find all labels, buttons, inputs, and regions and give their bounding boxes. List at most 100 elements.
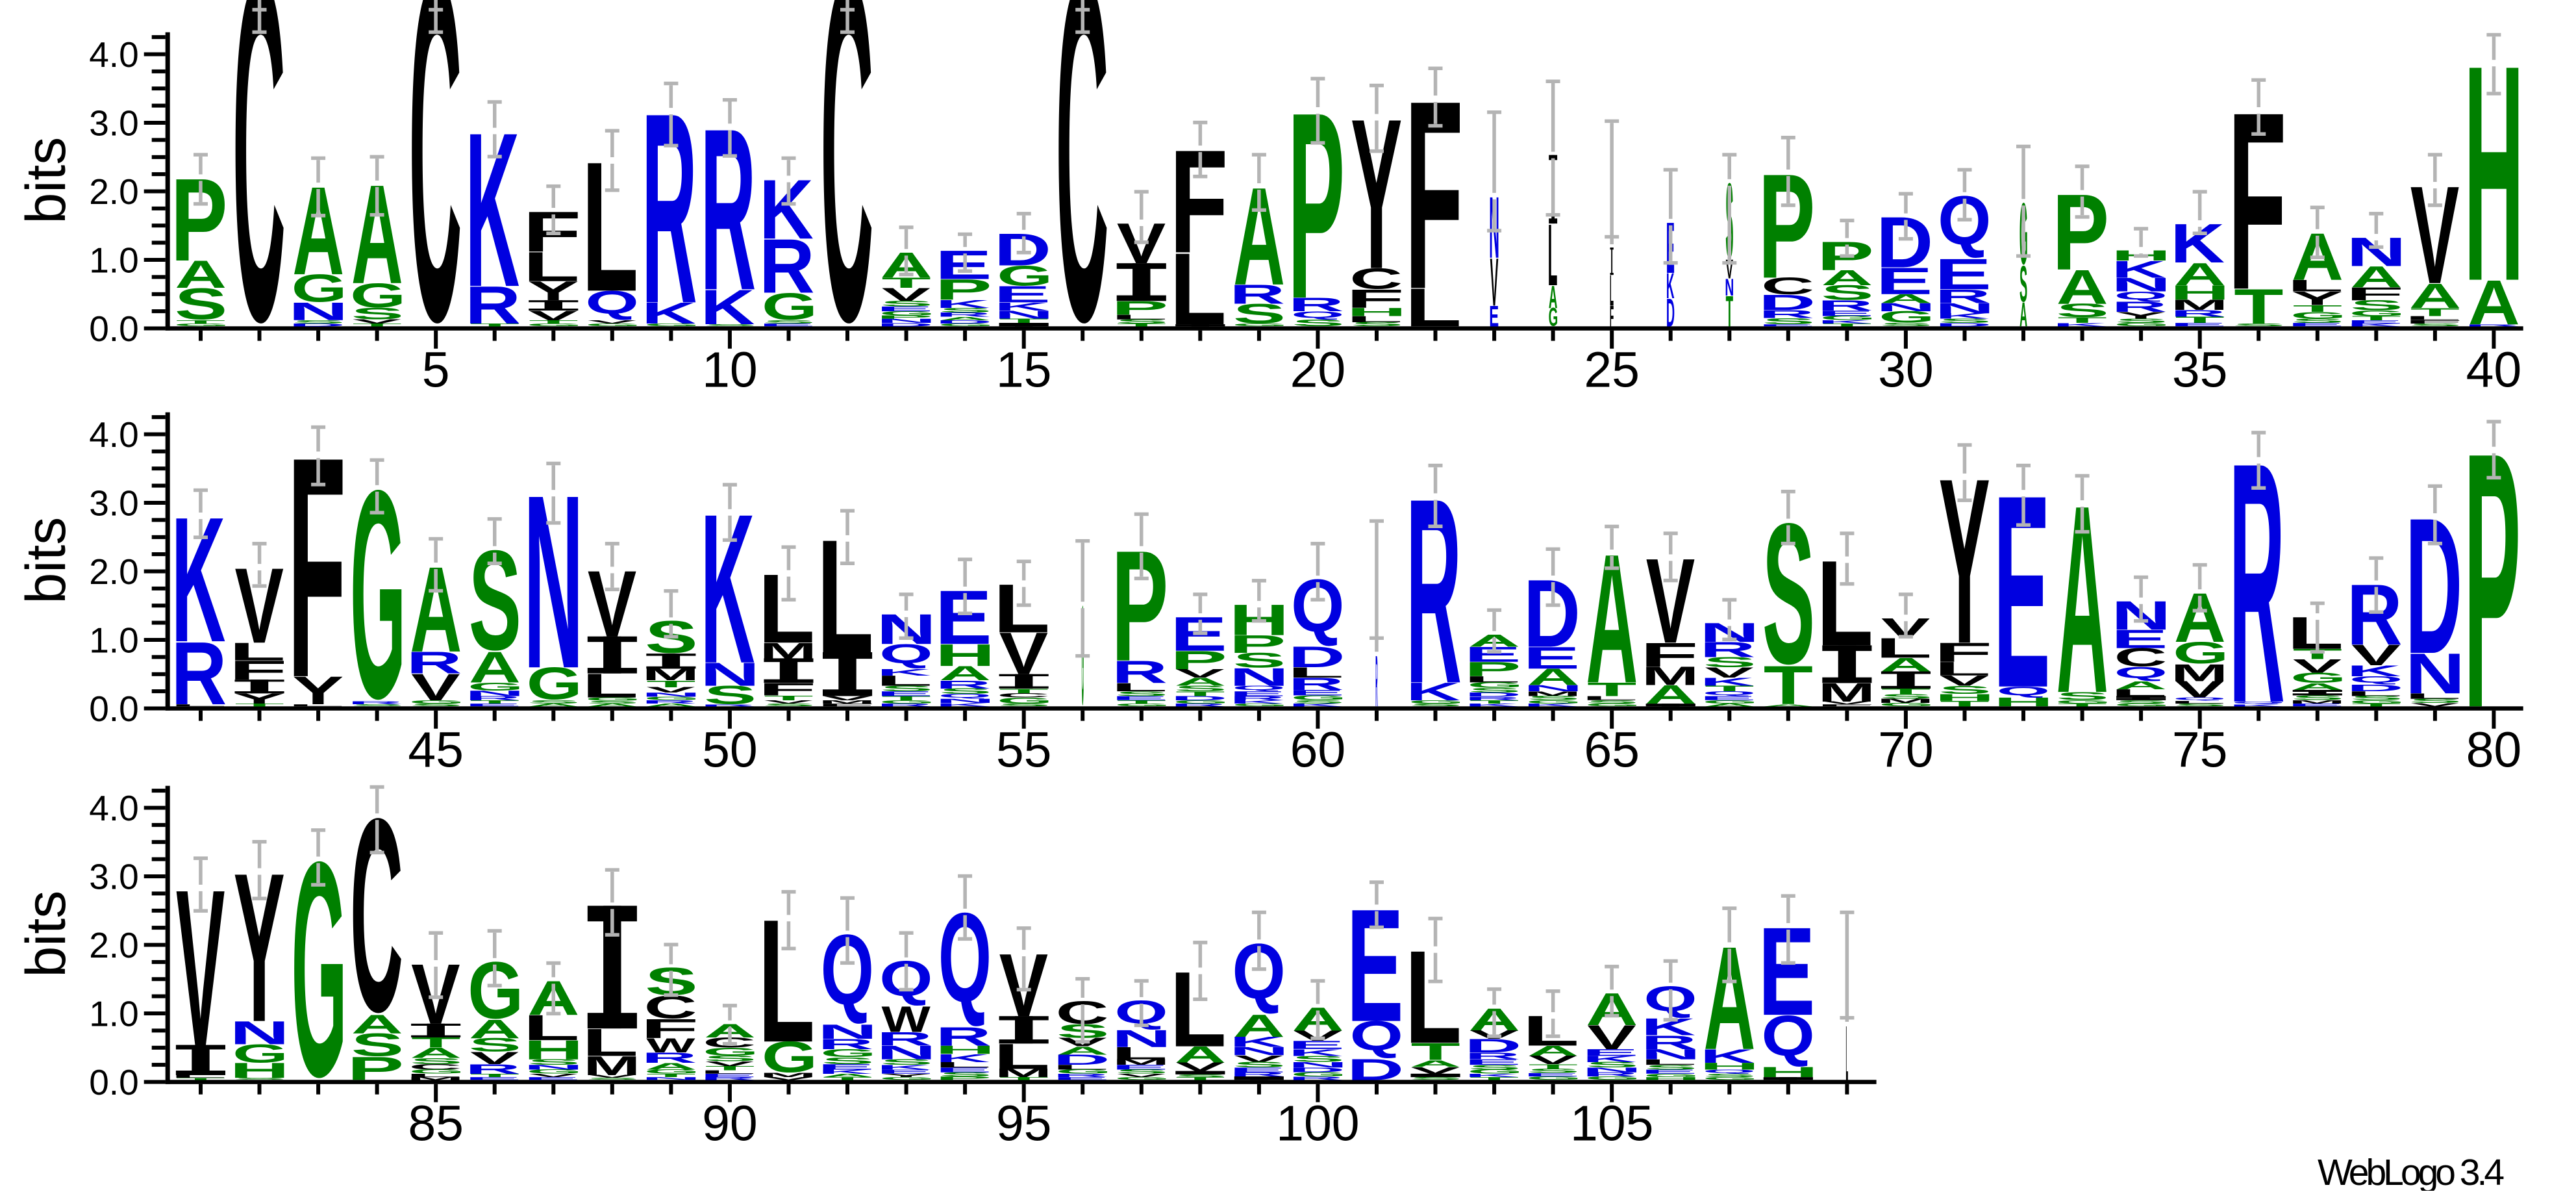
svg-text:S: S: [351, 1027, 404, 1063]
svg-text:E: E: [1758, 902, 1816, 1042]
svg-text:C: C: [1349, 262, 1403, 296]
svg-text:V: V: [588, 319, 636, 324]
svg-text:Q: Q: [1703, 690, 1756, 696]
svg-text:G: G: [2290, 670, 2346, 686]
svg-text:R: R: [1700, 638, 1756, 662]
svg-text:G: G: [1879, 702, 1934, 707]
svg-text:T: T: [470, 699, 519, 704]
svg-text:S: S: [292, 319, 345, 324]
svg-text:N: N: [1523, 683, 1584, 693]
svg-text:S: S: [1233, 648, 1286, 672]
svg-text:L: L: [1405, 277, 1462, 338]
svg-text:T: T: [882, 695, 931, 702]
svg-text:H: H: [1934, 692, 1995, 703]
svg-text:S: S: [1174, 684, 1227, 692]
svg-text:G: G: [2173, 636, 2229, 670]
svg-text:T: T: [999, 318, 1049, 324]
svg-text:T: T: [823, 1076, 872, 1081]
svg-text:N: N: [935, 698, 995, 704]
svg-text:L: L: [2405, 692, 2461, 700]
svg-text:K: K: [465, 87, 519, 333]
svg-text:K: K: [1288, 1047, 1343, 1058]
svg-text:R: R: [1582, 1071, 1638, 1078]
svg-text:G: G: [644, 323, 700, 327]
svg-text:T: T: [1822, 323, 1871, 327]
svg-text:A: A: [1057, 1044, 1109, 1057]
svg-text:S: S: [234, 1077, 286, 1080]
svg-text:V: V: [764, 699, 812, 704]
svg-text:S: S: [2292, 694, 2344, 701]
svg-text:A: A: [1410, 1058, 1462, 1069]
svg-text:N: N: [1288, 1061, 1348, 1069]
svg-text:H: H: [1641, 1076, 1701, 1081]
svg-text:0.0: 0.0: [89, 309, 138, 349]
svg-text:Y: Y: [2292, 288, 2343, 309]
svg-text:S: S: [1645, 1063, 1697, 1071]
svg-text:S: S: [2020, 256, 2027, 313]
svg-text:K: K: [1582, 1054, 1637, 1064]
svg-text:G: G: [1703, 1076, 1758, 1081]
svg-text:V: V: [2410, 702, 2459, 707]
svg-text:L: L: [1548, 206, 1558, 305]
svg-text:G: G: [527, 323, 582, 327]
svg-text:Y: Y: [234, 691, 285, 707]
svg-text:1.0: 1.0: [89, 620, 138, 661]
svg-text:G: G: [997, 696, 1053, 705]
svg-text:G: G: [1526, 1076, 1582, 1081]
svg-text:R: R: [759, 224, 815, 310]
svg-text:0.0: 0.0: [89, 689, 138, 729]
svg-text:S: S: [704, 324, 757, 327]
svg-text:T: T: [2058, 316, 2107, 324]
svg-text:M: M: [1642, 661, 1699, 691]
svg-text:30: 30: [1878, 342, 1934, 398]
svg-text:L: L: [1287, 665, 1344, 681]
svg-text:K: K: [1465, 1073, 1519, 1078]
svg-text:L: L: [1052, 1063, 1108, 1071]
svg-text:H: H: [1699, 1061, 1760, 1072]
svg-text:G: G: [1468, 681, 1523, 689]
svg-text:L: L: [582, 1021, 638, 1065]
svg-text:V: V: [1940, 672, 1989, 689]
svg-text:E: E: [1347, 876, 1404, 1056]
svg-text:R: R: [642, 699, 697, 704]
svg-text:85: 85: [408, 1096, 464, 1152]
svg-text:G: G: [2114, 703, 2170, 707]
svg-text:S: S: [1527, 695, 1580, 702]
svg-text:G: G: [1879, 308, 1934, 326]
svg-text:M: M: [2171, 297, 2228, 313]
svg-text:S: S: [1880, 322, 1932, 327]
svg-text:S: S: [1410, 703, 1462, 707]
svg-text:R: R: [1375, 641, 1377, 722]
svg-text:R: R: [347, 701, 403, 705]
svg-text:E: E: [818, 1063, 875, 1071]
svg-text:V: V: [1587, 1018, 1636, 1056]
svg-text:50: 50: [702, 722, 758, 778]
svg-text:A: A: [939, 662, 991, 685]
svg-text:D: D: [1523, 559, 1581, 667]
svg-text:A: A: [292, 161, 344, 301]
svg-text:M: M: [1818, 678, 1875, 707]
svg-text:A: A: [821, 1073, 873, 1078]
svg-text:G: G: [409, 699, 465, 704]
svg-text:T: T: [176, 319, 225, 324]
svg-text:F: F: [1934, 637, 1992, 668]
svg-text:S: S: [1292, 699, 1345, 704]
svg-text:D: D: [1288, 641, 1345, 674]
svg-text:T: T: [1117, 323, 1166, 327]
svg-text:G: G: [1644, 1073, 1699, 1078]
svg-text:H: H: [523, 1035, 584, 1065]
svg-text:R: R: [701, 1076, 757, 1081]
svg-text:K: K: [1700, 1045, 1755, 1067]
svg-text:L: L: [1169, 232, 1226, 346]
svg-text:T: T: [999, 1076, 1049, 1081]
svg-text:L: L: [1169, 949, 1226, 1069]
svg-text:E: E: [1523, 1072, 1580, 1077]
svg-text:N: N: [465, 689, 525, 698]
svg-text:K: K: [2347, 323, 2401, 327]
svg-text:V: V: [1490, 244, 1499, 320]
svg-text:V: V: [1646, 533, 1695, 668]
svg-text:G: G: [174, 323, 230, 327]
svg-text:A: A: [1175, 1042, 1227, 1068]
svg-text:40: 40: [2466, 342, 2522, 398]
svg-text:A: A: [645, 703, 697, 707]
